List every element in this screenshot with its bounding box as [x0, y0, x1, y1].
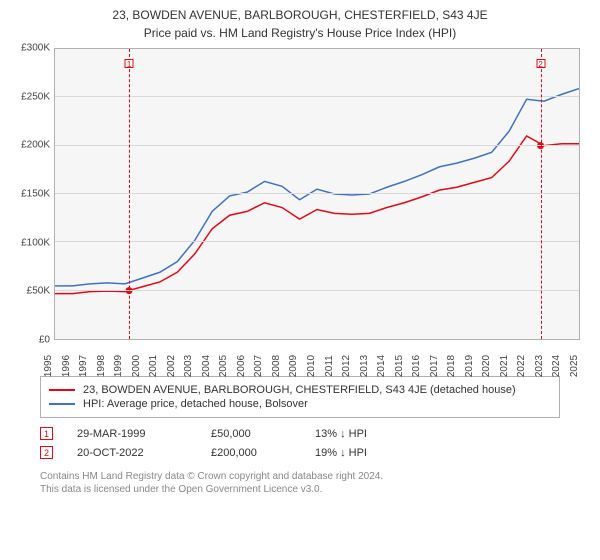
x-tick-label: 2002: [166, 355, 177, 377]
gridline: [55, 241, 579, 242]
sale-row: 1 29-MAR-1999 £50,000 13% ↓ HPI: [40, 424, 590, 443]
x-tick-label: 2009: [288, 355, 299, 377]
x-tick-label: 1999: [113, 355, 124, 377]
chart-area: £0 £50K £100K £150K £200K £250K £300K 12 19951…: [10, 46, 590, 366]
sale-vline: [129, 49, 130, 339]
x-tick-label: 2000: [131, 355, 142, 377]
sale-price: £200,000: [211, 447, 291, 459]
sale-date: 29-MAR-1999: [77, 428, 187, 440]
legend-row: HPI: Average price, detached house, Bols…: [49, 397, 551, 411]
y-tick-label: £0: [39, 335, 50, 346]
y-tick-label: £300K: [21, 43, 50, 54]
y-tick-label: £100K: [21, 237, 50, 248]
footnote-line: Contains HM Land Registry data © Crown c…: [40, 470, 590, 483]
footnote: Contains HM Land Registry data © Crown c…: [40, 470, 590, 496]
x-tick-label: 2021: [499, 355, 510, 377]
y-tick-label: £50K: [27, 286, 50, 297]
x-tick-label: 1996: [61, 355, 72, 377]
plot-area: 12: [54, 48, 580, 340]
legend-label: HPI: Average price, detached house, Bols…: [83, 398, 308, 410]
x-tick-label: 1995: [43, 355, 54, 377]
series-price_paid: [55, 136, 579, 294]
x-tick-label: 2023: [534, 355, 545, 377]
legend-row: 23, BOWDEN AVENUE, BARLBOROUGH, CHESTERF…: [49, 383, 551, 397]
gridline: [55, 96, 579, 97]
legend-label: 23, BOWDEN AVENUE, BARLBOROUGH, CHESTERF…: [83, 384, 516, 396]
sales-list: 1 29-MAR-1999 £50,000 13% ↓ HPI 2 20-OCT-2022…: [40, 424, 590, 462]
y-tick-label: £250K: [21, 91, 50, 102]
gridline: [55, 145, 579, 146]
legend: 23, BOWDEN AVENUE, BARLBOROUGH, CHESTERF…: [40, 376, 560, 418]
x-tick-label: 2019: [464, 355, 475, 377]
x-tick-label: 2008: [271, 355, 282, 377]
gridline: [55, 290, 579, 291]
x-tick-label: 2006: [236, 355, 247, 377]
legend-swatch: [49, 403, 75, 405]
x-tick-label: 2018: [446, 355, 457, 377]
chart-title: 23, BOWDEN AVENUE, BARLBOROUGH, CHESTERF…: [10, 8, 590, 22]
x-tick-label: 2003: [183, 355, 194, 377]
x-tick-label: 2017: [429, 355, 440, 377]
gridline: [55, 193, 579, 194]
chart-lines: [55, 49, 579, 339]
legend-swatch: [49, 389, 75, 391]
x-tick-label: 2007: [253, 355, 264, 377]
x-tick-label: 2010: [306, 355, 317, 377]
sale-row-marker: 2: [40, 446, 53, 459]
series-hpi: [55, 89, 579, 286]
y-tick-label: £150K: [21, 189, 50, 200]
x-axis: 1995199619971998199920002001200220032004…: [54, 340, 580, 366]
sale-row: 2 20-OCT-2022 £200,000 19% ↓ HPI: [40, 443, 590, 462]
chart-container: 23, BOWDEN AVENUE, BARLBOROUGH, CHESTERF…: [0, 0, 600, 502]
sale-price: £50,000: [211, 428, 291, 440]
x-tick-label: 1998: [96, 355, 107, 377]
x-tick-label: 2020: [481, 355, 492, 377]
sale-hpi: 19% ↓ HPI: [315, 447, 435, 459]
sale-vline: [541, 49, 542, 339]
x-tick-label: 2011: [324, 355, 335, 377]
x-tick-label: 2012: [341, 355, 352, 377]
x-tick-label: 2005: [218, 355, 229, 377]
sale-date: 20-OCT-2022: [77, 447, 187, 459]
x-tick-label: 2015: [394, 355, 405, 377]
y-axis: £0£50K£100K£150K£200K£250K£300K: [10, 48, 54, 340]
x-tick-label: 2001: [148, 355, 159, 377]
sale-row-marker: 1: [40, 427, 53, 440]
y-tick-label: £200K: [21, 140, 50, 151]
x-tick-label: 2022: [516, 355, 527, 377]
x-tick-label: 2025: [569, 355, 580, 377]
x-tick-label: 1997: [78, 355, 89, 377]
x-tick-label: 2024: [551, 355, 562, 377]
sale-hpi: 13% ↓ HPI: [315, 428, 435, 440]
x-tick-label: 2013: [359, 355, 370, 377]
x-tick-label: 2004: [201, 355, 212, 377]
chart-subtitle: Price paid vs. HM Land Registry's House …: [10, 26, 590, 40]
footnote-line: This data is licensed under the Open Gov…: [40, 483, 590, 496]
x-tick-label: 2016: [411, 355, 422, 377]
x-tick-label: 2014: [376, 355, 387, 377]
